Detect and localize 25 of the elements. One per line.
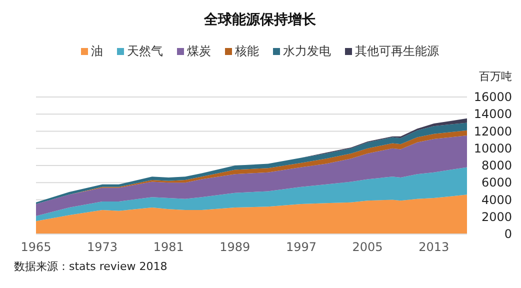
y-tick-label: 12000: [474, 124, 512, 138]
y-axis-title: 百万吨: [479, 70, 512, 83]
x-tick-label: 1997: [286, 240, 317, 254]
y-tick-label: 2000: [481, 210, 512, 224]
legend-label: 天然气: [127, 44, 163, 58]
x-tick-label: 1989: [220, 240, 250, 254]
chart-title: 全球能源保持增长: [203, 12, 317, 28]
y-tick-label: 10000: [474, 141, 512, 156]
legend-label: 油: [91, 44, 103, 58]
x-tick-label: 1973: [87, 240, 118, 254]
y-tick-label: 4000: [481, 192, 512, 207]
x-tick-label: 2013: [418, 240, 450, 254]
x-tick-label: 1965: [20, 240, 52, 254]
y-tick-label: 16000: [474, 90, 512, 104]
legend-label: 核能: [234, 44, 259, 58]
y-tick-label: 14000: [474, 107, 512, 122]
legend-label: 其他可再生能源: [355, 44, 439, 58]
y-tick-label: 6000: [481, 176, 512, 190]
legend-label: 水力发电: [283, 44, 331, 58]
x-tick-label: 2005: [352, 240, 383, 254]
x-tick-label: 1981: [153, 240, 184, 254]
y-tick-label: 8000: [481, 158, 512, 172]
y-tick-label: 0: [504, 227, 512, 241]
legend-label: 煤炭: [187, 44, 211, 58]
source-note: 数据来源：stats review 2018: [14, 260, 168, 273]
